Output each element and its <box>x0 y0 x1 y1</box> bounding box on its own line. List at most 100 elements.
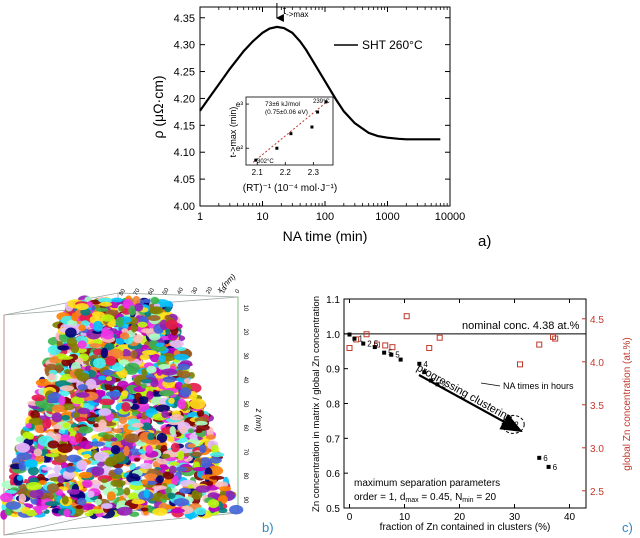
zn-cluster <box>174 353 189 361</box>
zn-cluster <box>58 355 74 360</box>
inset-point <box>316 110 320 114</box>
zn-cluster <box>52 404 65 413</box>
zn-cluster <box>139 354 150 361</box>
matrix-point <box>417 361 422 366</box>
zn-cluster <box>168 397 175 404</box>
zn-cluster <box>162 471 174 480</box>
zn-cluster <box>72 426 80 431</box>
matrix-point <box>347 332 352 337</box>
zn-cluster <box>179 387 192 398</box>
zn-cluster <box>131 499 146 505</box>
zn-cluster <box>152 485 168 490</box>
zn-cluster <box>171 475 179 486</box>
zn-cluster <box>16 474 24 481</box>
x-tick-label: 20 <box>206 286 215 295</box>
zn-cluster <box>150 353 161 363</box>
zn-cluster <box>82 454 91 459</box>
na-time-label: 6 <box>553 463 558 472</box>
zn-cluster <box>98 398 114 405</box>
zn-cluster <box>92 320 103 332</box>
matrix-point <box>352 336 357 341</box>
panel-b-z-tick-labels: 10 20 30 40 50 60 70 80 90 <box>242 305 248 504</box>
zn-cluster <box>54 464 61 475</box>
panel-b: 80 70 60 50 40 30 20 10 0 10 20 30 40 50 60 70 80 90 z (… <box>0 272 274 536</box>
z-tick-label: 60 <box>242 425 248 432</box>
zn-cluster <box>209 452 225 458</box>
zn-cluster <box>87 509 104 514</box>
zn-cluster <box>131 411 139 416</box>
zn-cluster <box>33 448 43 457</box>
zn-cluster <box>127 492 139 500</box>
inset-fit-line <box>252 100 329 163</box>
panel-a-label: a) <box>478 233 491 250</box>
zn-cluster <box>101 329 115 340</box>
zn-cluster <box>66 337 77 348</box>
zn-cluster <box>192 467 206 472</box>
zn-cluster <box>45 453 59 458</box>
zn-cluster <box>199 457 212 469</box>
zn-cluster <box>146 365 157 374</box>
z-tick-label: 30 <box>242 353 248 360</box>
matrix-point <box>382 350 387 355</box>
zn-cluster <box>194 420 208 426</box>
zn-cluster <box>159 390 174 397</box>
zn-cluster <box>52 424 63 430</box>
zn-cluster <box>89 441 106 447</box>
zn-cluster <box>105 391 122 398</box>
zn-cluster <box>141 422 152 431</box>
zn-cluster <box>99 301 112 307</box>
zn-cluster <box>100 478 108 484</box>
zn-cluster <box>177 370 191 379</box>
zn-cluster <box>94 498 102 506</box>
zn-cluster <box>4 507 13 516</box>
x-tick-label: 1 <box>197 211 203 223</box>
inset-energy-label: 73±6 kJ/mol <box>265 101 301 108</box>
matrix-point <box>537 455 542 460</box>
zn-cluster <box>72 445 82 450</box>
matrix-point <box>546 464 551 469</box>
zn-cluster <box>92 483 100 490</box>
zn-cluster <box>145 445 153 454</box>
zn-cluster <box>63 508 71 518</box>
zn-cluster <box>57 475 65 484</box>
zn-cluster <box>65 466 76 473</box>
matrix-concentration-points: 12.5554266 <box>347 332 558 472</box>
zn-cluster <box>89 343 101 348</box>
zn-cluster <box>158 363 171 371</box>
panel-c-label: c) <box>622 520 633 535</box>
zn-cluster <box>191 451 203 457</box>
x-tick-label: 0 <box>347 512 353 523</box>
zn-cluster <box>42 418 52 429</box>
right-y-tick-label: 2.5 <box>590 487 604 498</box>
y-tick-label: 1.0 <box>326 330 340 341</box>
inset-y-tick-label: e² <box>236 144 243 153</box>
zn-cluster <box>74 432 83 443</box>
panel-c-y-ticks: 0.5 0.6 0.7 0.8 0.9 1.0 1.1 <box>326 295 348 515</box>
zn-cluster <box>194 507 207 516</box>
panel-c-right-y-label: global Zn concentration (at.%) <box>622 337 633 470</box>
zn-cluster <box>93 357 106 369</box>
y-tick-label: 0.9 <box>326 365 340 376</box>
zn-cluster <box>112 362 124 372</box>
zn-cluster <box>82 479 93 488</box>
zn-cluster <box>143 488 150 499</box>
z-tick-label: 80 <box>242 473 248 480</box>
zn-cluster <box>187 443 196 448</box>
zn-cluster <box>123 445 130 457</box>
zn-cluster <box>92 423 100 428</box>
y-tick-label: 0.7 <box>326 434 340 445</box>
zn-cluster <box>138 396 149 405</box>
zn-cluster <box>161 465 170 470</box>
na-time-label: 5 <box>395 351 400 360</box>
panel-c-right-y-ticks: 2.5 3.0 3.5 4.0 4.5 <box>582 315 604 498</box>
zn-cluster <box>61 495 69 505</box>
x-tick-label: 50 <box>162 287 171 296</box>
zn-cluster <box>144 473 158 480</box>
z-tick-label: 20 <box>242 329 248 336</box>
legend-label-sht: SHT 260°C <box>362 38 423 52</box>
zn-cluster <box>158 355 166 363</box>
panel-b-label: b) <box>262 520 274 535</box>
x-tick-label: 10 <box>399 512 411 523</box>
zn-cluster <box>155 342 165 348</box>
zn-cluster <box>91 466 105 476</box>
